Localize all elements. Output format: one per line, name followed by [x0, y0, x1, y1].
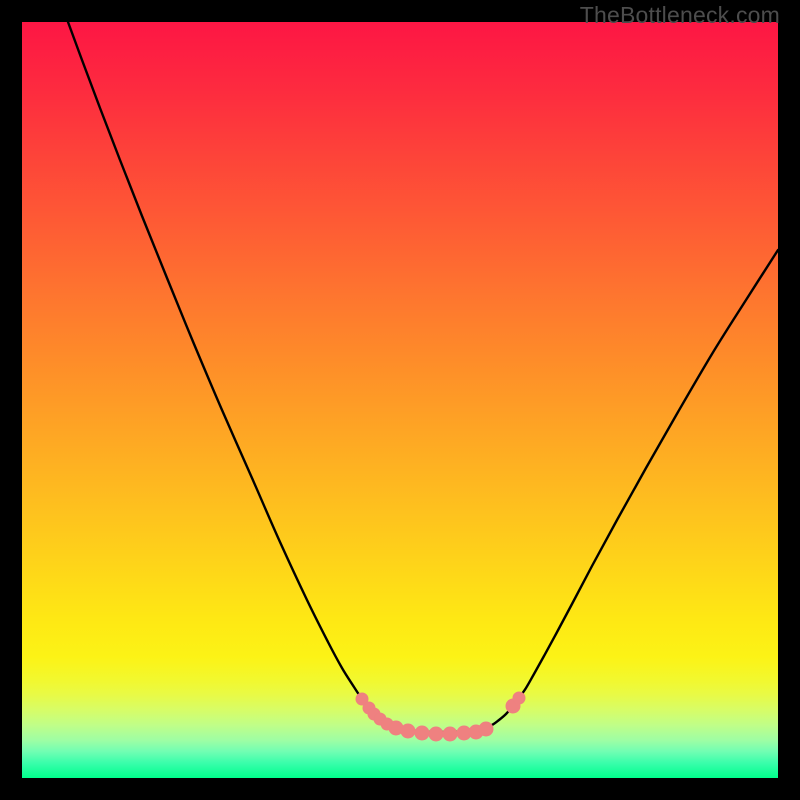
- curve-marker: [429, 727, 443, 741]
- curve-marker: [401, 724, 415, 738]
- watermark-text: TheBottleneck.com: [580, 2, 780, 29]
- chart-frame: TheBottleneck.com: [0, 0, 800, 800]
- frame-border-right: [778, 0, 800, 800]
- frame-border-bottom: [0, 778, 800, 800]
- curve-marker: [415, 726, 429, 740]
- curve-marker: [443, 727, 457, 741]
- curve-marker: [479, 722, 493, 736]
- plot-area: [22, 22, 778, 778]
- bottleneck-chart: [22, 22, 778, 778]
- gradient-background: [22, 22, 778, 778]
- curve-marker: [513, 692, 525, 704]
- frame-border-left: [0, 0, 22, 800]
